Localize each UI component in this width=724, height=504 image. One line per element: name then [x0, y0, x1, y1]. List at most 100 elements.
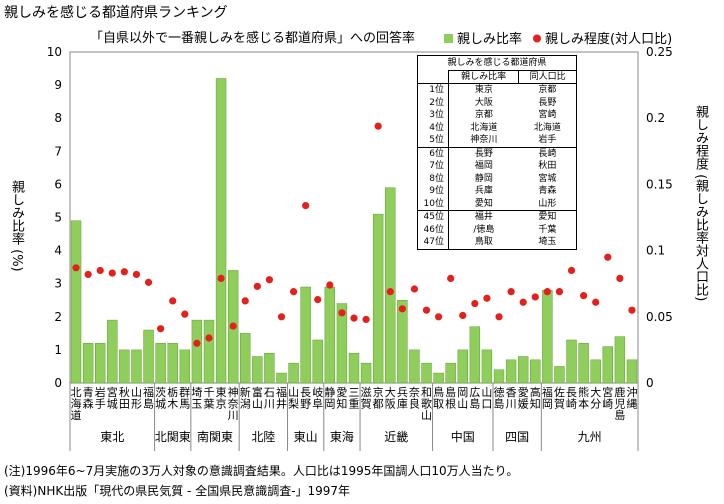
bar [626, 359, 638, 384]
bar [397, 300, 408, 384]
x-tick-label: 愛知 [336, 386, 347, 411]
bar [167, 343, 178, 384]
bar [264, 352, 275, 384]
marker-point [193, 339, 201, 347]
x-tick-label: 福井 [276, 385, 287, 411]
marker-point [350, 314, 358, 322]
x-tick-label: 富山 [252, 385, 263, 411]
page-title: 親しみを感じる都道府県ランキング [4, 5, 228, 21]
x-tick-label: 広島 [469, 386, 480, 411]
x-tick-label: 熊本 [578, 385, 589, 411]
region-label: 東海 [330, 429, 354, 444]
marker-point [108, 269, 116, 277]
ranking-ratio-pref: 鳥取 [447, 236, 519, 249]
ranking-ratio-pref: /徳島 [447, 223, 519, 236]
y-tick-label: 7 [54, 144, 62, 158]
marker-point [338, 309, 346, 317]
ranking-percapita-pref: 京都 [538, 85, 557, 95]
y2-tick-label: 0.1 [646, 244, 665, 258]
y-tick-label: 3 [54, 277, 62, 291]
x-tick-label: 香川 [506, 386, 517, 411]
y2-axis-label: 親しみ程度 (親しみ比率対人口比) [693, 105, 708, 302]
marker-point [483, 294, 491, 302]
x-tick-label: 鳥取 [433, 385, 444, 411]
marker-point [326, 281, 334, 289]
bar [348, 352, 360, 384]
x-tick-label: 秋田 [119, 385, 130, 411]
marker-point [362, 315, 370, 324]
ranking-row: 7位 福岡 秋田 [418, 160, 577, 173]
x-tick-label: 青森 [83, 386, 94, 411]
y-tick-label: 2 [54, 310, 62, 324]
legend-marker-swatch [533, 34, 541, 43]
bar [107, 319, 118, 384]
ranking-row: 46位/徳島 千葉 [418, 223, 577, 236]
marker-point [422, 306, 431, 314]
ranking-row: 1位 東京 京都 [418, 83, 577, 97]
marker-point [434, 313, 443, 321]
ranking-col2-header: 同人口比 [518, 69, 577, 84]
marker-point [495, 313, 503, 321]
bar [433, 372, 444, 384]
marker-point [120, 268, 128, 276]
ranking-row: 3位 京都 宮崎 [418, 109, 577, 122]
bar [445, 362, 456, 384]
ranking-rank: 6位 [417, 146, 449, 160]
y2-tick-label: 0.15 [646, 177, 673, 191]
footnote: (注)1996年6~7月実施の3万人対象の意識調査結果。人口比は1995年国調人… [4, 464, 519, 478]
ranking-rank: 9位 [429, 186, 444, 196]
marker-point [241, 297, 249, 305]
marker-point [459, 311, 467, 320]
ranking-ratio-pref: 長野 [447, 146, 519, 160]
ranking-ratio-pref: 兵庫 [447, 185, 519, 198]
x-tick-label: 福岡 [542, 385, 553, 411]
bar [240, 333, 251, 384]
marker-point [265, 276, 274, 284]
bar [143, 329, 154, 384]
ranking-row: 47位 鳥取 埼玉 [418, 236, 577, 249]
bar [481, 349, 493, 384]
bar [385, 187, 396, 384]
region-label: 九州 [578, 430, 602, 444]
ranking-percapita-pref: 秋田 [538, 161, 557, 171]
ranking-percapita-pref: 千葉 [538, 224, 557, 235]
bar [252, 356, 263, 384]
ranking-rank: 45位 [417, 210, 449, 224]
x-tick-label: 岐阜 [312, 386, 323, 411]
bar [517, 356, 529, 384]
bar [191, 319, 203, 384]
ranking-rank: 10位 [423, 198, 444, 209]
x-tick-label: 栃木 [167, 385, 178, 411]
region-label: 東山 [294, 430, 318, 444]
x-tick-label: 佐賀 [554, 385, 565, 411]
marker-point [471, 299, 479, 308]
x-tick-label: 大阪 [385, 385, 396, 411]
y-tick-label: 5 [54, 211, 62, 225]
bar [590, 359, 601, 384]
bar [215, 78, 227, 384]
legend-bar-swatch [444, 34, 453, 43]
x-tick-label: 沖縄 [626, 386, 637, 411]
x-tick-label: 京都 [373, 385, 384, 411]
ranking-percapita-pref: 愛知 [518, 210, 577, 224]
bar [469, 326, 481, 384]
x-tick-label: 山梨 [288, 386, 299, 411]
bar [288, 362, 299, 384]
x-tick-label: 兵庫 [397, 386, 408, 411]
x-tick-label: 茨城 [155, 385, 166, 411]
marker-point [447, 274, 455, 283]
x-tick-label: 宮崎 [602, 385, 613, 411]
ranking-percapita-pref: 宮崎 [538, 110, 557, 120]
y-tick-label: 6 [54, 177, 62, 191]
bar [602, 346, 613, 384]
bar [155, 343, 166, 384]
x-tick-label: 長崎 [566, 386, 577, 411]
ranking-rank: 5位 [429, 135, 444, 145]
bar [360, 362, 372, 384]
ranking-ratio-pref: 北海道 [447, 121, 519, 134]
region-label: 南関東 [197, 429, 233, 444]
ranking-percapita-pref: 長野 [538, 97, 557, 108]
ranking-row: 9位 兵庫 青森 [418, 185, 577, 198]
bar [505, 359, 517, 384]
